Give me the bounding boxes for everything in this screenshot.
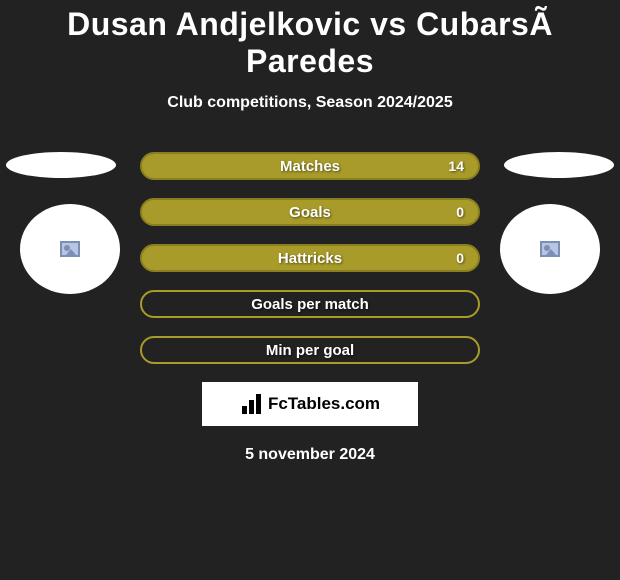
brand-box: FcTables.com xyxy=(202,382,418,426)
stat-bar-hattricks: Hattricks 0 xyxy=(140,244,480,272)
stat-label: Matches xyxy=(280,158,340,175)
player-left-marker xyxy=(6,152,116,178)
player-right-club-logo xyxy=(500,204,600,294)
stat-bar-matches: Matches 14 xyxy=(140,152,480,180)
stat-label: Min per goal xyxy=(266,342,354,359)
bar-chart-icon xyxy=(240,394,264,414)
stats-bars: Matches 14 Goals 0 Hattricks 0 Goals per… xyxy=(140,152,480,364)
image-placeholder-icon xyxy=(540,241,560,257)
image-placeholder-icon xyxy=(60,241,80,257)
stat-bar-goals-per-match: Goals per match xyxy=(140,290,480,318)
comparison-main: Matches 14 Goals 0 Hattricks 0 Goals per… xyxy=(0,152,620,464)
comparison-subtitle: Club competitions, Season 2024/2025 xyxy=(0,94,620,112)
stat-value: 14 xyxy=(448,158,464,174)
player-right-marker xyxy=(504,152,614,178)
stat-bar-goals: Goals 0 xyxy=(140,198,480,226)
stat-value: 0 xyxy=(456,204,464,220)
stat-bar-min-per-goal: Min per goal xyxy=(140,336,480,364)
stat-label: Goals per match xyxy=(251,296,369,313)
comparison-title: Dusan Andjelkovic vs CubarsÃ Paredes xyxy=(0,0,620,80)
date-text: 5 november 2024 xyxy=(0,446,620,464)
player-left-club-logo xyxy=(20,204,120,294)
stat-label: Goals xyxy=(289,204,331,221)
stat-value: 0 xyxy=(456,250,464,266)
brand-text: FcTables.com xyxy=(268,394,380,414)
stat-label: Hattricks xyxy=(278,250,342,267)
